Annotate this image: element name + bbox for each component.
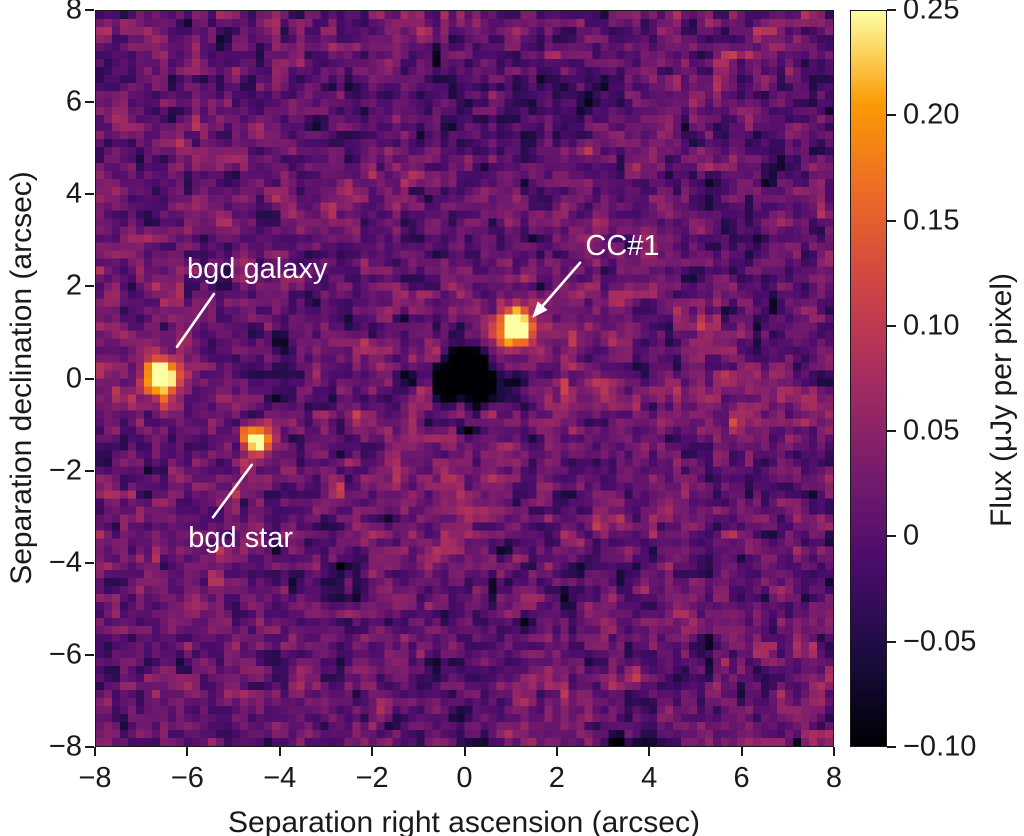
x-axis-tick-label: 6 <box>733 762 750 794</box>
y-axis-tick <box>85 9 94 11</box>
y-axis-tick <box>85 746 94 748</box>
x-axis-title: Separation right ascension (arcsec) <box>228 806 700 836</box>
colorbar-tick <box>887 114 896 117</box>
colorbar-tick <box>887 430 896 433</box>
y-axis-tick-label: 4 <box>65 177 82 210</box>
colorbar-tick-label: 0 <box>903 519 920 552</box>
x-axis-tick <box>648 747 651 756</box>
y-axis-tick-label: 2 <box>65 269 82 302</box>
x-axis-tick-label: −2 <box>355 762 389 794</box>
y-axis-tick-label: −8 <box>48 730 82 763</box>
y-axis-tick-label: −4 <box>48 546 82 579</box>
y-axis-tick-label: 0 <box>65 362 82 394</box>
x-axis-tick-label: −6 <box>170 762 204 794</box>
y-axis-tick <box>85 101 94 104</box>
x-axis-tick <box>371 747 374 756</box>
x-axis-tick-label: 2 <box>548 762 565 794</box>
y-axis-title: Separation declination (arcsec) <box>5 171 38 585</box>
y-axis-tick <box>85 469 94 472</box>
colorbar-tick-label: 0.05 <box>903 414 960 447</box>
heatmap-plot: bgd galaxy bgd star CC#1 <box>95 10 834 747</box>
y-axis-tick-label: 6 <box>65 85 82 118</box>
colorbar-tick <box>887 324 896 327</box>
x-axis-tick <box>555 747 558 756</box>
x-axis-tick-label: 0 <box>456 762 473 794</box>
colorbar-tick-label: 0.10 <box>903 309 960 342</box>
x-axis-tick <box>186 747 189 756</box>
x-axis-tick <box>278 747 281 756</box>
x-axis-tick <box>94 747 96 756</box>
x-axis-tick <box>740 747 743 756</box>
colorbar-tick <box>887 640 896 643</box>
colorbar-tick <box>887 746 896 748</box>
colorbar-tick <box>887 535 896 538</box>
x-axis-tick-label: 4 <box>641 762 658 794</box>
x-axis-tick-label: −4 <box>263 762 297 794</box>
y-axis-tick-label: −2 <box>48 454 82 487</box>
y-axis-tick <box>85 653 94 656</box>
colorbar-tick-label: 0.15 <box>903 204 960 237</box>
colorbar <box>850 10 887 747</box>
colorbar-title: Flux (μJy per pixel) <box>985 272 1018 528</box>
x-axis-tick-label: 8 <box>825 762 843 794</box>
y-axis-tick <box>85 377 94 380</box>
colorbar-tick <box>887 9 896 11</box>
y-axis-tick-label: −6 <box>48 638 82 671</box>
y-axis-tick-label: 8 <box>65 0 82 26</box>
colorbar-tick <box>887 219 896 222</box>
x-axis-tick-label: −8 <box>78 762 112 794</box>
x-axis-tick <box>463 747 466 756</box>
colorbar-tick-label: −0.05 <box>903 625 977 658</box>
colorbar-tick-label: 0.25 <box>903 0 960 26</box>
heatmap-image <box>96 11 833 746</box>
x-axis-tick <box>833 747 835 756</box>
y-axis-tick <box>85 285 94 288</box>
colorbar-tick-label: −0.10 <box>903 730 977 763</box>
colorbar-tick-label: 0.20 <box>903 98 960 131</box>
y-axis-tick <box>85 193 94 196</box>
y-axis-tick <box>85 561 94 564</box>
